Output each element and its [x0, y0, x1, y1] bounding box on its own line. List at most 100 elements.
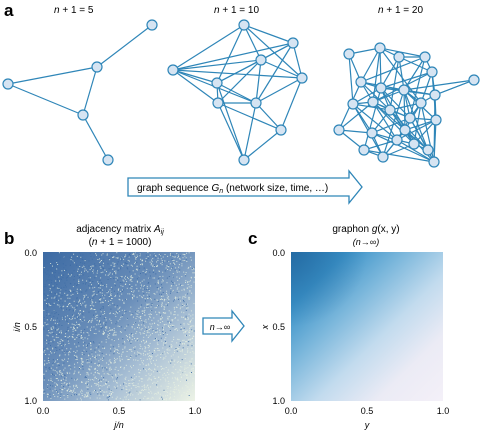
- matrix-dot: [191, 347, 193, 349]
- matrix-dot: [81, 395, 83, 396]
- matrix-dot: [110, 291, 112, 293]
- matrix-dot: [74, 283, 76, 285]
- matrix-dot: [191, 319, 193, 321]
- matrix-dot: [165, 323, 167, 325]
- matrix-dot: [128, 349, 130, 351]
- matrix-dot: [66, 319, 68, 321]
- matrix-dot: [157, 380, 159, 382]
- matrix-dot: [58, 314, 60, 316]
- matrix-dot: [81, 354, 83, 356]
- matrix-dot: [129, 337, 131, 339]
- matrix-dot: [49, 319, 51, 321]
- graphon-corner-shade: [291, 252, 443, 401]
- matrix-dot: [53, 302, 55, 304]
- matrix-dot: [146, 330, 148, 332]
- matrix-dot: [48, 343, 50, 344]
- matrix-dot: [86, 360, 88, 362]
- matrix-dot: [83, 310, 85, 312]
- matrix-dot: [43, 328, 45, 330]
- matrix-dot: [181, 366, 183, 368]
- matrix-dot: [80, 389, 82, 391]
- matrix-dot: [173, 336, 175, 338]
- matrix-dot: [117, 277, 118, 279]
- matrix-dot: [95, 316, 97, 318]
- matrix-dot: [52, 359, 54, 361]
- matrix-dot: [108, 304, 110, 306]
- matrix-dot: [51, 291, 53, 293]
- matrix-dot: [150, 310, 152, 312]
- matrix-dot: [54, 382, 56, 384]
- matrix-dot: [129, 340, 131, 342]
- matrix-dot: [106, 391, 108, 393]
- matrix-dot: [129, 278, 131, 280]
- matrix-dot: [80, 330, 82, 332]
- matrix-dot: [126, 317, 128, 319]
- matrix-dot: [47, 306, 48, 308]
- matrix-dot: [130, 341, 132, 343]
- matrix-dot: [161, 368, 163, 370]
- matrix-dot: [51, 331, 53, 333]
- matrix-dot: [129, 271, 131, 273]
- matrix-dot: [50, 384, 51, 386]
- matrix-dot: [91, 385, 92, 387]
- matrix-dot: [56, 287, 58, 289]
- matrix-dot: [111, 322, 113, 324]
- matrix-dot: [190, 325, 192, 327]
- matrix-dot: [151, 310, 153, 311]
- matrix-dot: [47, 348, 49, 350]
- matrix-dot: [73, 253, 75, 255]
- matrix-dot: [187, 281, 188, 283]
- matrix-dot: [89, 277, 91, 279]
- matrix-dot: [116, 252, 118, 254]
- matrix-dot: [149, 275, 151, 277]
- matrix-dot: [99, 296, 101, 298]
- matrix-dot: [178, 266, 180, 268]
- graph-node: [404, 112, 416, 124]
- matrix-dot: [123, 303, 125, 304]
- matrix-dot: [126, 386, 128, 388]
- matrix-dot: [52, 390, 54, 392]
- matrix-dot: [90, 372, 92, 374]
- graph-edge: [216, 82, 257, 104]
- matrix-dot: [112, 262, 114, 264]
- matrix-dot: [59, 354, 61, 356]
- matrix-dot: [98, 301, 100, 302]
- matrix-dot: [70, 294, 72, 296]
- graph-node: [287, 37, 299, 49]
- matrix-dot: [88, 355, 89, 357]
- matrix-dot: [115, 294, 117, 296]
- matrix-dot: [86, 332, 88, 334]
- graphon-xtick: 0.0: [285, 406, 298, 416]
- matrix-dot: [47, 279, 49, 281]
- matrix-dot: [145, 321, 147, 323]
- matrix-dot: [63, 305, 65, 307]
- graph-node: [347, 98, 359, 110]
- matrix-dot: [73, 262, 75, 264]
- matrix-dot: [113, 329, 115, 331]
- matrix-dot: [105, 379, 107, 381]
- matrix-dot: [124, 346, 126, 348]
- matrix-dot: [85, 294, 87, 296]
- matrix-dot: [180, 300, 181, 302]
- matrix-dot: [51, 373, 53, 375]
- matrix-dot: [80, 319, 81, 320]
- graph-node: [367, 96, 379, 108]
- graph-node: [384, 104, 396, 116]
- graph-edge: [403, 79, 475, 91]
- matrix-dot: [137, 313, 139, 315]
- matrix-dot: [133, 365, 134, 367]
- matrix-dot: [75, 355, 77, 357]
- matrix-dot: [117, 320, 119, 322]
- matrix-dot: [98, 349, 100, 351]
- matrix-dot: [57, 280, 59, 282]
- matrix-dot: [84, 394, 86, 396]
- graph-edge: [372, 101, 415, 145]
- matrix-dot: [189, 339, 191, 341]
- matrix-dot: [172, 263, 174, 265]
- matrix-dot: [48, 359, 50, 361]
- matrix-dot: [161, 304, 163, 306]
- matrix-dot: [60, 393, 62, 395]
- matrix-dot: [190, 330, 192, 331]
- matrix-dot: [187, 395, 189, 397]
- matrix-dot: [67, 340, 69, 342]
